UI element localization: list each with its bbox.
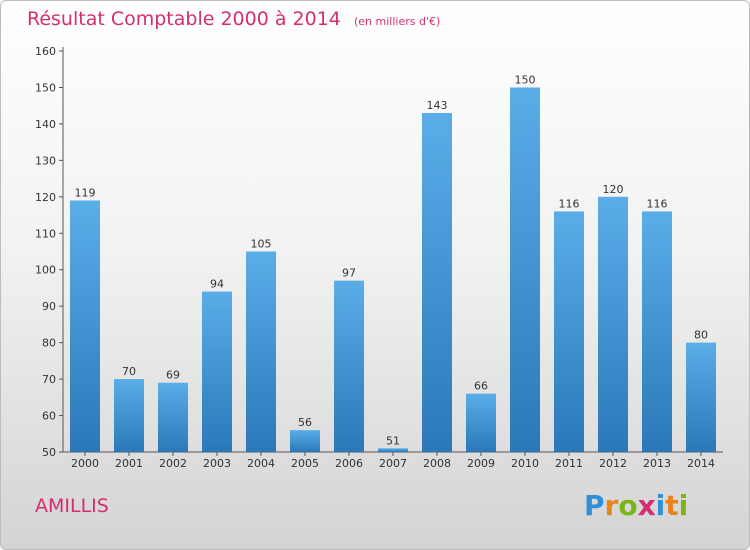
x-tick-label: 2000 [71,457,99,470]
bar [598,196,628,452]
bar [114,379,144,452]
x-tick-label: 2012 [599,457,627,470]
bar [290,430,320,452]
bar-value-label: 119 [75,186,96,199]
logo-letter: x [637,489,656,522]
y-tick-label: 150 [35,81,56,94]
y-tick-label: 140 [35,118,56,131]
x-tick-label: 2013 [643,457,671,470]
bar [642,211,672,452]
commune-name: AMILLIS [35,495,109,517]
bar-value-label: 80 [694,329,708,342]
bar-value-label: 97 [342,267,356,280]
x-tick-label: 2007 [379,457,407,470]
bar-value-label: 150 [515,73,536,86]
y-tick-label: 70 [42,373,56,386]
bar-value-label: 105 [251,238,272,251]
x-tick-label: 2002 [159,457,187,470]
y-tick-label: 90 [42,300,56,313]
bar [554,211,584,452]
proxiti-logo[interactable]: Proxiti [584,489,688,522]
bar-value-label: 69 [166,369,180,382]
title-main: Résultat Comptable 2000 à 2014 [27,8,341,30]
bar [70,200,100,452]
bar [466,393,496,452]
bar-value-label: 51 [386,434,400,447]
bar [246,251,276,452]
x-tick-label: 2004 [247,457,275,470]
y-tick-label: 100 [35,264,56,277]
bar [202,291,232,452]
y-tick-label: 160 [35,45,56,58]
x-tick-label: 2009 [467,457,495,470]
x-tick-label: 2001 [115,457,143,470]
x-tick-label: 2014 [687,457,715,470]
bar [510,87,540,453]
bar-value-label: 116 [647,197,668,210]
bar [378,448,408,452]
logo-letter: o [618,489,638,522]
y-tick-label: 80 [42,337,56,350]
x-tick-label: 2011 [555,457,583,470]
bar-value-label: 94 [210,278,224,291]
bar-value-label: 143 [427,99,448,112]
title-subtitle: (en milliers d'€) [353,15,441,28]
bar-value-label: 70 [122,365,136,378]
x-tick-label: 2005 [291,457,319,470]
bar [686,342,716,452]
logo-letter: P [584,489,605,522]
y-tick-label: 130 [35,154,56,167]
x-tick-label: 2003 [203,457,231,470]
bar-value-label: 120 [603,183,624,196]
y-tick-label: 60 [42,410,56,423]
chart-title: Résultat Comptable 2000 à 2014 (en milli… [27,8,440,30]
logo-letter: r [604,489,619,522]
x-tick-label: 2006 [335,457,363,470]
y-tick-label: 50 [42,446,56,459]
logo-letter: t [665,489,679,522]
bar [422,112,452,453]
bar-value-label: 66 [474,380,488,393]
x-tick-label: 2008 [423,457,451,470]
logo-letter: i [655,489,666,522]
bar-value-label: 56 [298,416,312,429]
bar [334,280,364,452]
bar [158,382,188,452]
y-tick-label: 110 [35,227,56,240]
bar-value-label: 116 [559,197,580,210]
logo-letter: i [678,489,689,522]
y-tick-label: 120 [35,191,56,204]
x-tick-label: 2010 [511,457,539,470]
